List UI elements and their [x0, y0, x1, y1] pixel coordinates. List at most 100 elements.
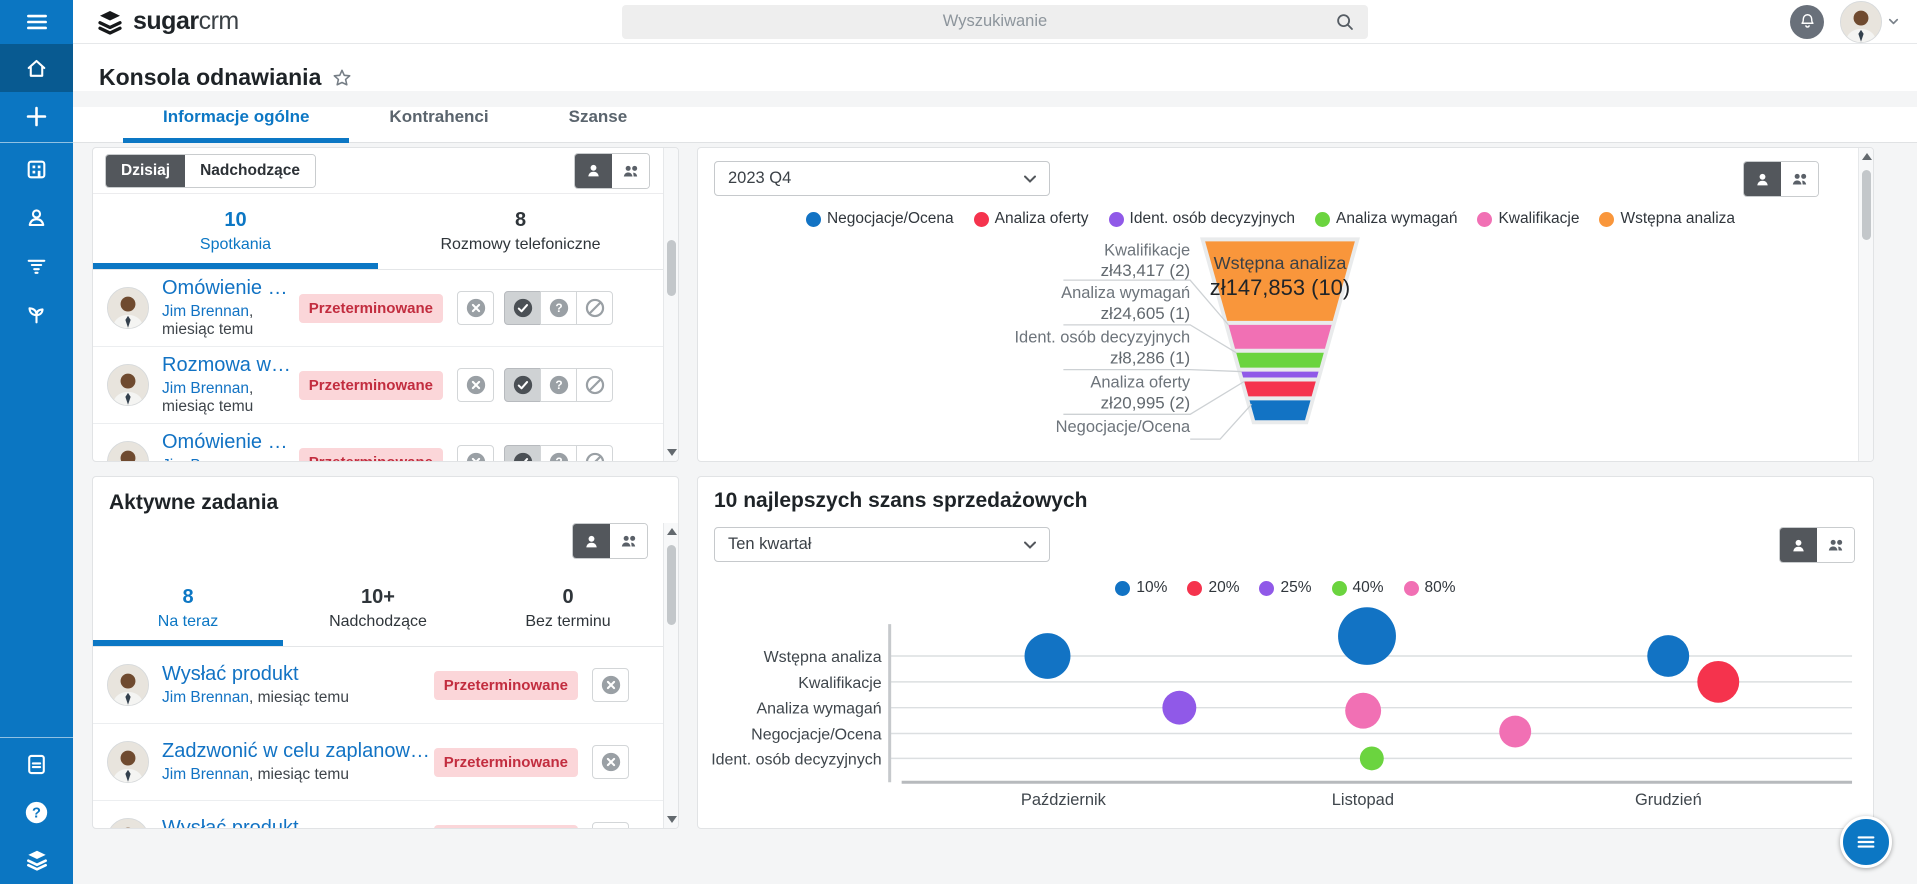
legend-item[interactable]: Analiza wymagań — [1314, 210, 1457, 228]
legend-item[interactable]: Kwalifikacje — [1477, 210, 1579, 228]
legend-item[interactable]: 20% — [1187, 579, 1239, 597]
team-view-button[interactable] — [1817, 528, 1854, 562]
tab-opportunities[interactable]: Szanse — [568, 107, 628, 126]
tentative-button[interactable]: ? — [540, 445, 577, 461]
scrollbar-thumb[interactable] — [667, 240, 676, 296]
scrollbar[interactable] — [663, 148, 678, 461]
legend-item[interactable]: 40% — [1331, 579, 1384, 597]
activity-title-link[interactable]: Omówienie wyceny — [162, 431, 299, 453]
team-view-button[interactable] — [610, 524, 647, 558]
person-link[interactable]: Jim Brennan — [162, 689, 250, 706]
dismiss-button[interactable] — [592, 668, 629, 702]
person-link[interactable]: Jim Brennan — [162, 303, 250, 320]
tab-overview[interactable]: Informacje ogólne — [123, 107, 350, 143]
opportunity-bubble[interactable] — [1162, 690, 1197, 725]
scrollbar[interactable] — [663, 523, 678, 828]
mark-held-button[interactable] — [504, 445, 541, 461]
tentative-button[interactable]: ? — [540, 291, 577, 325]
scroll-up-icon[interactable] — [667, 528, 677, 535]
user-menu[interactable] — [1840, 1, 1901, 43]
pipeline-period-select[interactable]: 2023 Q4 — [714, 161, 1050, 196]
dismiss-button[interactable] — [457, 291, 494, 325]
scroll-up-icon[interactable] — [1862, 153, 1872, 160]
single-user-view-button[interactable] — [1744, 162, 1781, 196]
search-input[interactable] — [622, 4, 1368, 39]
sidebar-item-opportunities[interactable] — [0, 241, 73, 289]
sidebar-item-create[interactable] — [0, 92, 73, 140]
sidebar-item-help[interactable]: ? — [0, 788, 73, 836]
opportunity-bubble[interactable] — [1359, 746, 1384, 771]
activity-title-link[interactable]: Rozmowa wstępna — [162, 354, 299, 376]
funnel-stage-0[interactable] — [1205, 241, 1355, 321]
task-title-link[interactable]: Wysłać produkt — [162, 663, 299, 685]
legend-item[interactable]: 25% — [1259, 579, 1312, 597]
opportunity-bubble[interactable] — [1499, 715, 1532, 748]
sidebar-item-accounts[interactable] — [0, 145, 73, 193]
dismiss-button[interactable] — [457, 368, 494, 402]
filter-today-button[interactable]: Dzisiaj — [106, 154, 186, 187]
subtab-calls[interactable]: 8 Rozmowy telefoniczne — [440, 209, 601, 253]
subtab-no-due-date[interactable]: 0 Bez terminu — [525, 586, 611, 630]
sidebar-item-documents[interactable] — [0, 740, 73, 788]
sugarcrm-logo[interactable]: sugarcrm — [95, 7, 239, 37]
team-view-button[interactable] — [612, 153, 649, 188]
legend-item[interactable]: Negocjacje/Ocena — [805, 210, 954, 228]
sidebar-item-sugar[interactable] — [0, 836, 73, 884]
single-user-view-button[interactable] — [1780, 528, 1817, 562]
tentative-button[interactable]: ? — [540, 368, 577, 402]
opportunity-bubble[interactable] — [1697, 660, 1740, 703]
sidebar-item-contacts[interactable] — [0, 193, 73, 241]
opportunity-bubble[interactable] — [1345, 692, 1382, 729]
scroll-down-icon[interactable] — [667, 816, 677, 823]
opportunity-bubble[interactable] — [1647, 635, 1690, 677]
dismiss-button[interactable] — [592, 822, 629, 828]
scrollbar-thumb[interactable] — [667, 545, 676, 625]
mark-held-button[interactable] — [504, 368, 541, 402]
legend-item[interactable]: Wstępna analiza — [1599, 210, 1735, 228]
legend-item[interactable]: Analiza oferty — [973, 210, 1089, 228]
subtab-meetings[interactable]: 10 Spotkania — [93, 194, 378, 269]
main-menu-button[interactable] — [0, 0, 73, 44]
funnel-stage-2[interactable] — [1236, 352, 1324, 368]
person-link[interactable]: Jim Brennan — [162, 766, 250, 783]
scroll-down-icon[interactable] — [667, 449, 677, 456]
scrollbar-thumb[interactable] — [1862, 170, 1871, 240]
opportunities-period-select[interactable]: Ten kwartał — [714, 527, 1050, 562]
sidebar-item-leads[interactable] — [0, 289, 73, 337]
decline-button[interactable] — [576, 368, 613, 402]
legend-item[interactable]: Ident. osób decyzyjnych — [1108, 210, 1295, 228]
legend-item[interactable]: 10% — [1115, 579, 1167, 597]
team-view-button[interactable] — [1781, 162, 1818, 196]
tab-accounts[interactable]: Kontrahenci — [389, 107, 489, 126]
subtab-upcoming[interactable]: 10+ Nadchodzące — [329, 586, 427, 630]
single-user-view-button[interactable] — [573, 524, 610, 558]
person-link[interactable]: Jim Brennan — [162, 457, 249, 461]
favorite-star-icon[interactable] — [331, 67, 353, 89]
decline-button[interactable] — [576, 291, 613, 325]
bubble-chart[interactable]: Wstępna analiza Kwalifikacje Analiza wymag… — [698, 477, 1873, 828]
funnel-stage-5[interactable] — [1249, 400, 1311, 421]
funnel-stage-4[interactable] — [1244, 381, 1316, 397]
notifications-button[interactable] — [1790, 4, 1824, 39]
scrollbar[interactable] — [1858, 148, 1873, 461]
search-icon[interactable] — [1334, 11, 1356, 33]
person-link[interactable]: Jim Brennan — [162, 380, 250, 397]
dismiss-button[interactable] — [457, 445, 494, 461]
legend-item[interactable]: 80% — [1403, 579, 1456, 597]
subtab-due-now[interactable]: 8 Na teraz — [93, 571, 283, 646]
sidebar-item-home[interactable] — [0, 44, 73, 92]
quick-actions-fab[interactable] — [1840, 816, 1892, 868]
funnel-stage-1[interactable] — [1228, 324, 1332, 349]
funnel-stage-3[interactable] — [1241, 371, 1319, 378]
decline-button[interactable] — [576, 445, 613, 461]
dismiss-button[interactable] — [592, 745, 629, 779]
mark-held-button[interactable] — [504, 291, 541, 325]
task-title-link[interactable]: Wysłać produkt — [162, 817, 299, 829]
opportunity-bubble[interactable] — [1338, 607, 1396, 665]
activity-title-link[interactable]: Omówienie wyceny — [162, 277, 299, 299]
single-user-view-button[interactable] — [575, 153, 612, 188]
task-title-link[interactable]: Zadzwonić w celu zaplanowania ... — [162, 740, 434, 762]
opportunity-bubble[interactable] — [1024, 633, 1071, 679]
filter-upcoming-button[interactable]: Nadchodzące — [185, 154, 316, 187]
